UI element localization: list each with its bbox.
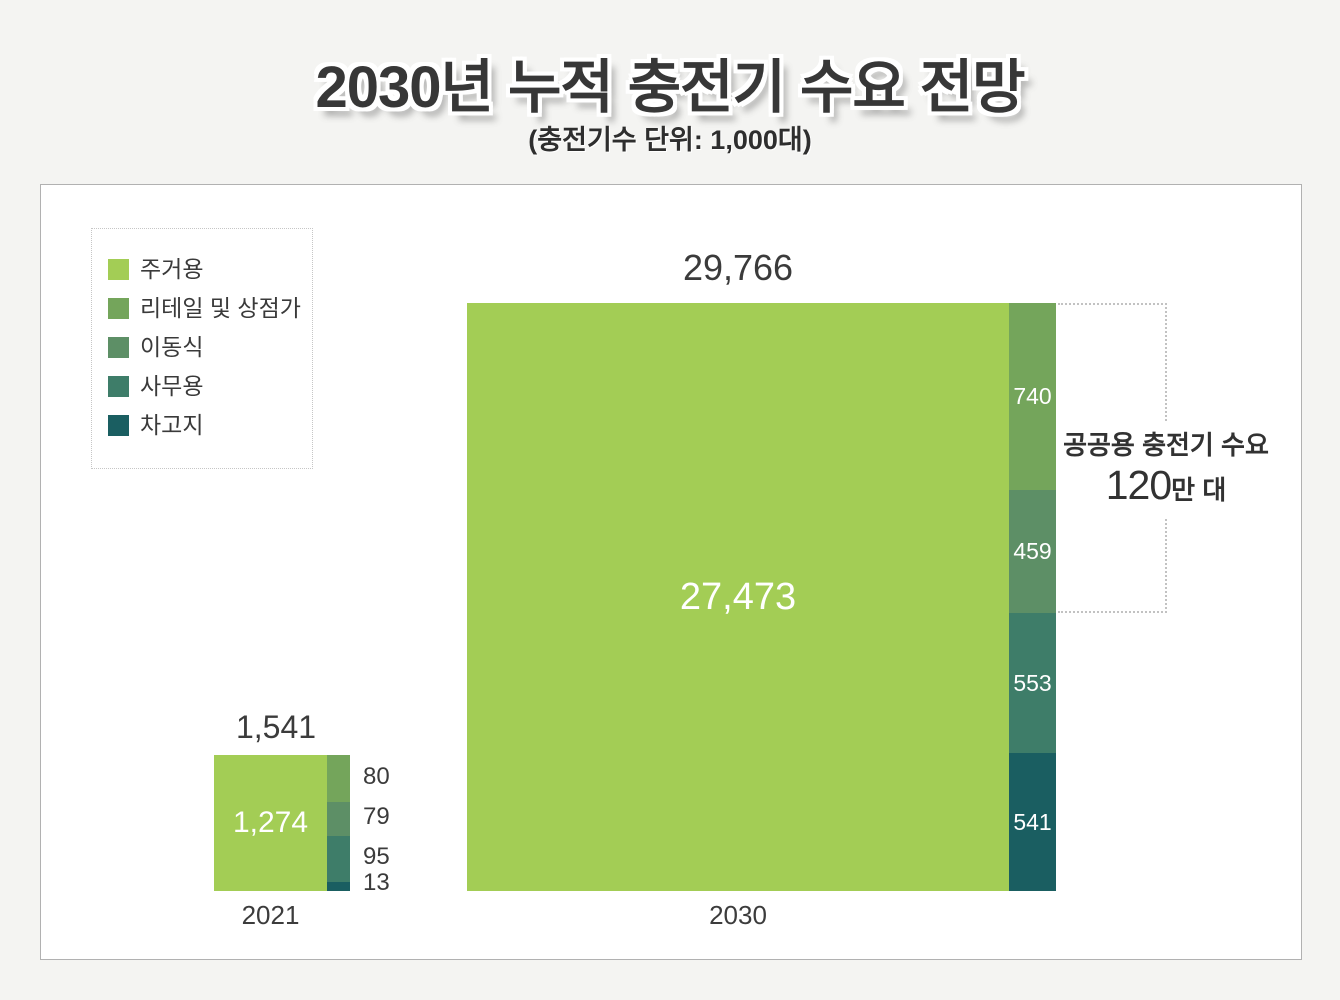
- page-title: 2030년 누적 충전기 수요 전망: [315, 55, 1025, 120]
- value-label-2030-residential: 27,473: [679, 575, 797, 618]
- segment-2021-residential: 1,274: [214, 755, 327, 891]
- legend-item-retail: 리테일 및 상점가: [108, 295, 312, 321]
- annotation-value-line: 120만 대: [1056, 462, 1276, 509]
- legend-label-office: 사무용: [140, 373, 204, 399]
- segment-2021-retail: [327, 755, 350, 802]
- value-label-2021-residential: 1,274: [232, 806, 309, 839]
- value-label-2030-garage: 541: [1013, 808, 1052, 835]
- public-charger-annotation: 공공용 충전기 수요 120만 대: [1056, 423, 1276, 517]
- segment-2030-garage: 541: [1009, 753, 1056, 891]
- chart-panel: 주거용 리테일 및 상점가 이동식 사무용 차고지 1,541 1,274: [40, 184, 1302, 960]
- segment-2021-mobile: [327, 802, 350, 836]
- annotation-unit: 만 대: [1171, 474, 1227, 505]
- legend-label-residential: 주거용: [140, 256, 204, 282]
- axis-label-2021: 2021: [241, 900, 300, 930]
- legend-swatch-mobile: [108, 337, 129, 358]
- legend-label-mobile: 이동식: [140, 334, 204, 360]
- chart-legend: 주거용 리테일 및 상점가 이동식 사무용 차고지: [91, 228, 313, 469]
- segment-2030-residential: 27,473: [467, 303, 1009, 891]
- segment-2021-garage: [327, 882, 350, 891]
- segment-2021-office: [327, 836, 350, 882]
- legend-swatch-garage: [108, 415, 129, 436]
- value-label-2021-garage: 13: [363, 869, 390, 896]
- axis-label-2030: 2030: [709, 900, 767, 930]
- legend-item-residential: 주거용: [108, 256, 312, 282]
- value-label-2030-retail: 740: [1013, 383, 1052, 409]
- value-label-2030-mobile: 459: [1013, 538, 1052, 564]
- annotation-title: 공공용 충전기 수요: [1063, 430, 1269, 460]
- segment-2030-mobile: 459: [1009, 490, 1056, 613]
- legend-item-garage: 차고지: [108, 412, 312, 438]
- annotation-value: 120: [1105, 461, 1172, 508]
- legend-swatch-office: [108, 376, 129, 397]
- legend-item-mobile: 이동식: [108, 334, 312, 360]
- bar-2030-strip: 740 459 553 541: [1009, 303, 1056, 891]
- annotation-bracket-top-line: [1058, 303, 1167, 305]
- value-label-2021-office: 95: [363, 843, 390, 870]
- bar-2021-strip: [327, 755, 350, 891]
- value-label-2030-office: 553: [1013, 669, 1052, 696]
- segment-2030-office: 553: [1009, 613, 1056, 753]
- legend-label-garage: 차고지: [140, 412, 204, 438]
- value-label-2021-mobile: 79: [363, 803, 390, 830]
- legend-item-office: 사무용: [108, 373, 312, 399]
- annotation-bracket-bottom-line: [1058, 611, 1167, 613]
- segment-2030-retail: 740: [1009, 303, 1056, 490]
- value-label-2021-retail: 80: [363, 763, 390, 790]
- legend-label-retail: 리테일 및 상점가: [140, 295, 301, 321]
- legend-swatch-retail: [108, 298, 129, 319]
- total-label-2021: 1,541: [235, 709, 317, 745]
- unit-note: (충전기수 단위: 1,000대): [528, 125, 812, 155]
- total-label-2030: 29,766: [682, 247, 794, 288]
- legend-swatch-residential: [108, 259, 129, 280]
